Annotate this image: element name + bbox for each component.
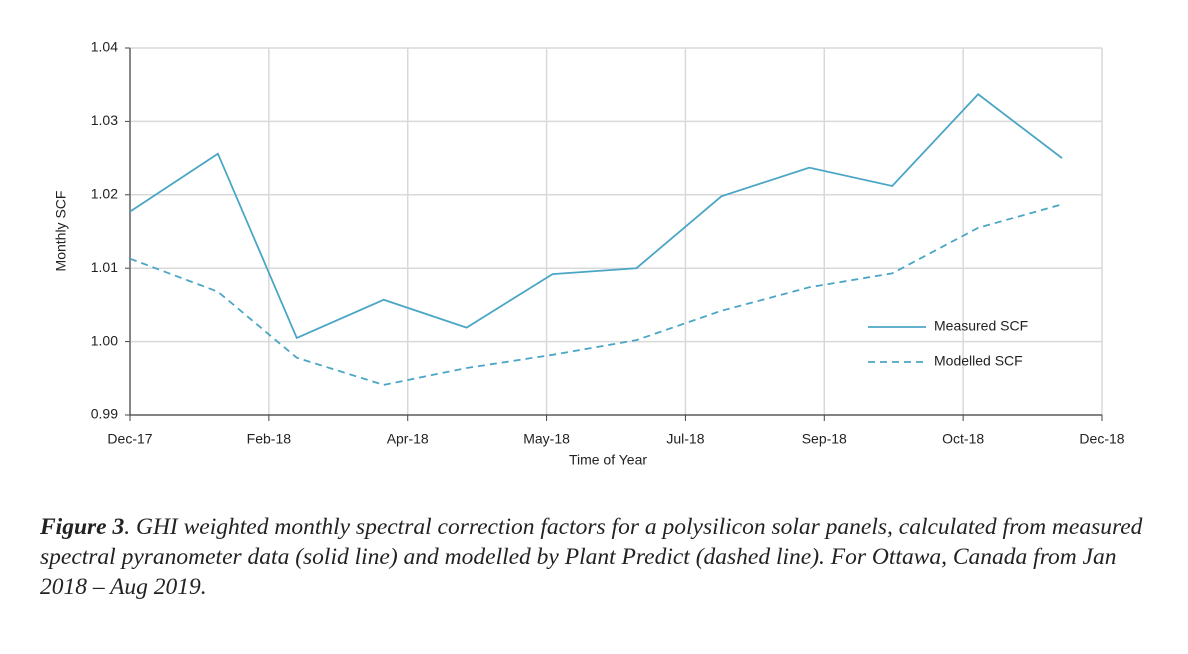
series-line — [129, 203, 1063, 386]
legend-label: Modelled SCF — [934, 353, 1023, 369]
y-axis-label: Monthly SCF — [53, 191, 69, 272]
chart: Monthly SCF Time of Year 0.99 1.00 1.01 1.0… — [53, 39, 1125, 468]
caption-label: Figure 3 — [40, 514, 125, 540]
y-tick-label: 1.02 — [91, 186, 118, 202]
x-tick-label: Apr-18 — [387, 431, 429, 447]
y-tick-label: 1.03 — [91, 112, 118, 128]
legend-label: Measured SCF — [934, 318, 1028, 334]
caption-text: . GHI weighted monthly spectral correcti… — [40, 514, 1143, 600]
y-tick-label: 1.00 — [91, 332, 118, 348]
y-tick-label: 1.01 — [91, 259, 118, 275]
series-line — [129, 93, 1063, 340]
x-tick-label: Feb-18 — [247, 431, 292, 447]
y-tick-label: 1.04 — [91, 39, 118, 55]
x-tick-label: Sep-18 — [802, 431, 847, 447]
x-tick-label: Dec-17 — [107, 431, 152, 447]
x-tick-label: Oct-18 — [942, 431, 984, 447]
x-tick-label: May-18 — [523, 431, 570, 447]
x-tick-label: Dec-18 — [1079, 431, 1124, 447]
caption: Figure 3. GHI weighted monthly spectral … — [40, 512, 1165, 602]
y-tick-label: 0.99 — [91, 406, 118, 422]
x-tick-label: Jul-18 — [666, 431, 704, 447]
x-axis-label: Time of Year — [569, 452, 647, 468]
